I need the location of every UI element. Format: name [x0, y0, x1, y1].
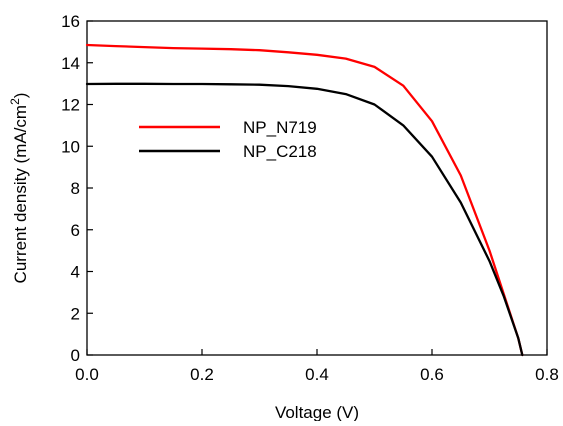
y-axis-label-superscript: 2 — [8, 98, 22, 105]
x-tick-label: 0.6 — [420, 365, 444, 384]
y-tick-label: 6 — [71, 221, 80, 240]
y-tick-label: 2 — [71, 304, 80, 323]
x-tick-label: 0.8 — [535, 365, 559, 384]
y-axis-label: Current density (mA/cm2) — [8, 93, 30, 284]
y-tick-label: 10 — [61, 137, 80, 156]
x-axis-label: Voltage (V) — [275, 403, 359, 421]
axes-layer: 0.0 0.2 0.4 0.6 0.8 0 2 4 6 8 10 12 14 16 — [61, 12, 559, 384]
y-tick-label: 4 — [71, 263, 80, 282]
series-line-np-c218 — [85, 82, 524, 357]
legend-label: NP_N719 — [243, 118, 317, 137]
x-tick-label: 0.4 — [305, 365, 329, 384]
x-tick-label: 0.2 — [190, 365, 214, 384]
series-layer — [85, 43, 524, 357]
y-tick-label: 12 — [61, 96, 80, 115]
y-tick-label: 16 — [61, 12, 80, 31]
y-tick-label: 8 — [71, 179, 80, 198]
legend-label: NP_C218 — [243, 142, 317, 161]
y-axis-label-main: Current density (mA/cm — [11, 105, 30, 284]
x-tick-label: 0.0 — [75, 365, 99, 384]
series-line-np-n719 — [85, 43, 524, 357]
plot-frame — [86, 20, 548, 356]
y-axis-label-end: ) — [11, 93, 30, 99]
legend: NP_N719 NP_C218 — [139, 118, 317, 161]
y-tick-label: 0 — [71, 346, 80, 365]
y-tick-label: 14 — [61, 54, 80, 73]
